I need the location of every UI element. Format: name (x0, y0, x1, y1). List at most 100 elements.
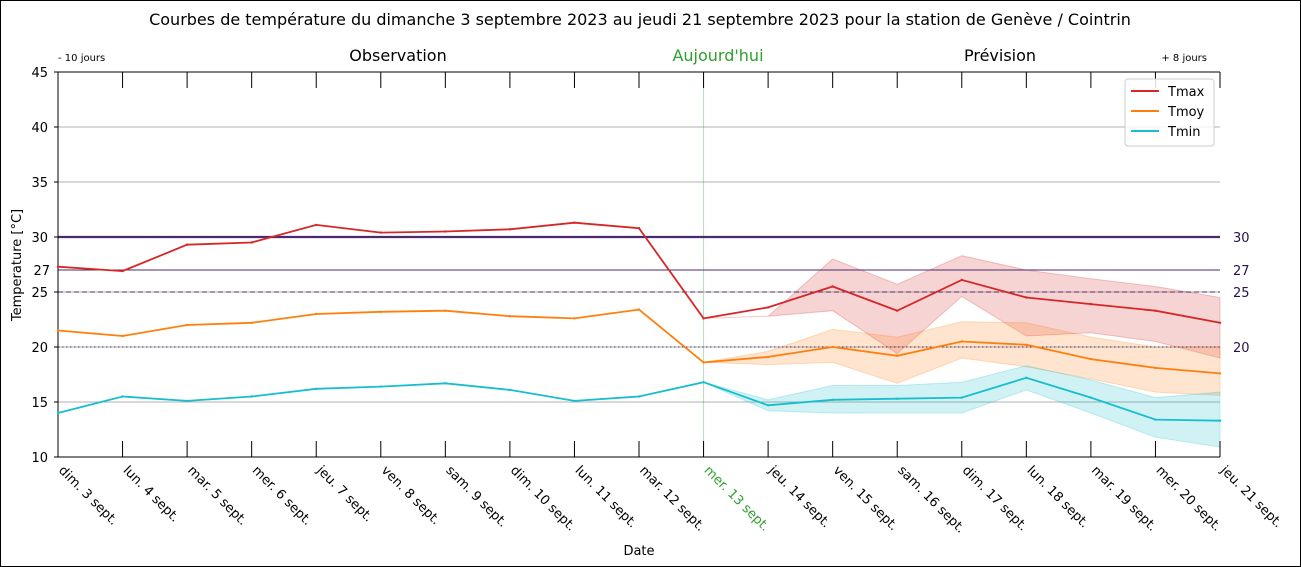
data-point-tmax (1218, 321, 1222, 324)
legend-label-tmoy: Tmoy (1167, 105, 1205, 120)
data-point-tmax (1089, 302, 1093, 306)
x-tick-label: sam. 16 sept. (894, 463, 967, 536)
x-tick-label: jeu. 14 sept. (765, 463, 834, 532)
data-point-tmin (185, 399, 189, 403)
observation-label: Observation (349, 46, 446, 65)
reference-label-30: 30 (1233, 231, 1250, 246)
data-point-tmoy (1154, 366, 1157, 370)
y-tick-label: 15 (31, 396, 48, 411)
data-point-tmax (1154, 309, 1157, 312)
data-point-tmoy (766, 355, 770, 359)
data-point-tmax (766, 306, 770, 309)
data-point-tmin (766, 404, 770, 407)
data-point-tmax (896, 309, 899, 312)
data-point-tmoy (56, 329, 60, 332)
x-tick-label: ven. 8 sept. (378, 463, 443, 528)
data-point-tmin (831, 398, 834, 401)
data-point-tmoy (573, 317, 576, 320)
y-tick-label: 35 (31, 176, 48, 191)
data-point-tmin (960, 396, 963, 399)
x-tick-label: sam. 9 sept. (443, 463, 510, 530)
y-tick-label: 40 (31, 121, 48, 136)
data-point-tmin (1089, 396, 1093, 399)
x-tick-label: dim. 17 sept. (959, 463, 1030, 534)
data-point-tmoy (250, 321, 253, 324)
data-point-tmax (56, 265, 60, 268)
data-point-tmin (379, 385, 382, 388)
band-tmax (703, 255, 1221, 359)
reference-label-25: 25 (1233, 286, 1250, 301)
data-point-tmoy (508, 315, 512, 318)
x-tick-label: jeu. 7 sept. (313, 463, 376, 526)
legend-box (1124, 78, 1215, 147)
data-point-tmoy (831, 345, 834, 349)
x-tick-label: mer. 13 sept. (701, 463, 772, 534)
x-tick-label: jeu. 21 sept. (1216, 463, 1285, 532)
y-axis-label: Temperature [°C] (10, 209, 25, 322)
forecast-label: Prévision (964, 46, 1036, 65)
data-point-tmin (637, 395, 641, 398)
data-point-tmoy (702, 361, 705, 364)
data-point-tmax (508, 228, 512, 231)
y-tick-label: 30 (31, 231, 48, 246)
data-point-tmax (444, 230, 447, 233)
data-point-tmin (1154, 418, 1157, 421)
data-point-tmoy (121, 334, 124, 338)
data-point-tmax (121, 269, 124, 273)
data-point-tmin (896, 397, 899, 400)
data-point-tmax (185, 243, 189, 246)
y-tick-label: 20 (31, 341, 48, 356)
data-point-tmax (315, 223, 318, 227)
data-point-tmax (702, 317, 705, 320)
data-point-tmin (56, 411, 60, 415)
x-tick-label: mar. 19 sept. (1088, 463, 1159, 534)
data-point-tmoy (379, 310, 382, 313)
data-point-tmoy (315, 312, 318, 316)
data-point-tmoy (896, 354, 899, 357)
data-point-tmin (315, 387, 318, 390)
data-point-tmax (1025, 296, 1028, 299)
data-point-tmin (573, 399, 576, 403)
band-tmoy (703, 321, 1221, 396)
data-point-tmoy (444, 309, 447, 312)
x-tick-label: lun. 11 sept. (572, 463, 640, 531)
legend: Tmax Tmoy Tmin (1124, 78, 1215, 147)
data-point-tmin (508, 388, 512, 392)
reference-axis-label-27: 27 (33, 264, 50, 279)
data-point-tmoy (960, 340, 963, 343)
data-point-tmax (831, 285, 834, 288)
data-point-tmoy (637, 308, 641, 311)
data-point-tmoy (1025, 343, 1028, 346)
series-line-tmin (57, 376, 1221, 422)
legend-label-tmin: Tmin (1167, 125, 1200, 140)
x-tick-label: mar. 5 sept. (184, 463, 250, 529)
x-tick-label: mer. 20 sept. (1153, 463, 1224, 534)
legend-label-tmax: Tmax (1167, 85, 1205, 100)
y-tick-label: 25 (31, 286, 48, 301)
data-point-tmin (444, 382, 447, 385)
x-tick-label: lun. 18 sept. (1024, 463, 1092, 531)
data-point-tmoy (1089, 357, 1093, 361)
x-tick-label: lun. 4 sept. (120, 463, 182, 525)
x-tick-label: dim. 10 sept. (507, 463, 578, 534)
x-axis-label: Date (623, 544, 654, 559)
data-point-tmax (637, 227, 641, 230)
future-range-label: + 8 jours (1161, 53, 1207, 64)
data-point-tmin (250, 395, 253, 398)
data-point-tmin (121, 395, 124, 398)
data-point-tmax (960, 278, 963, 282)
y-tick-label: 45 (31, 66, 48, 81)
data-point-tmin (1218, 419, 1222, 422)
today-label: Aujourd'hui (672, 46, 763, 65)
reference-label-20: 20 (1233, 341, 1250, 356)
data-point-tmin (1025, 376, 1028, 379)
reference-label-27: 27 (1233, 264, 1250, 279)
data-point-tmoy (185, 323, 189, 327)
data-point-tmax (250, 241, 253, 244)
x-tick-label: dim. 3 sept. (55, 463, 120, 528)
data-point-tmoy (1218, 372, 1222, 375)
data-point-tmin (702, 381, 705, 384)
